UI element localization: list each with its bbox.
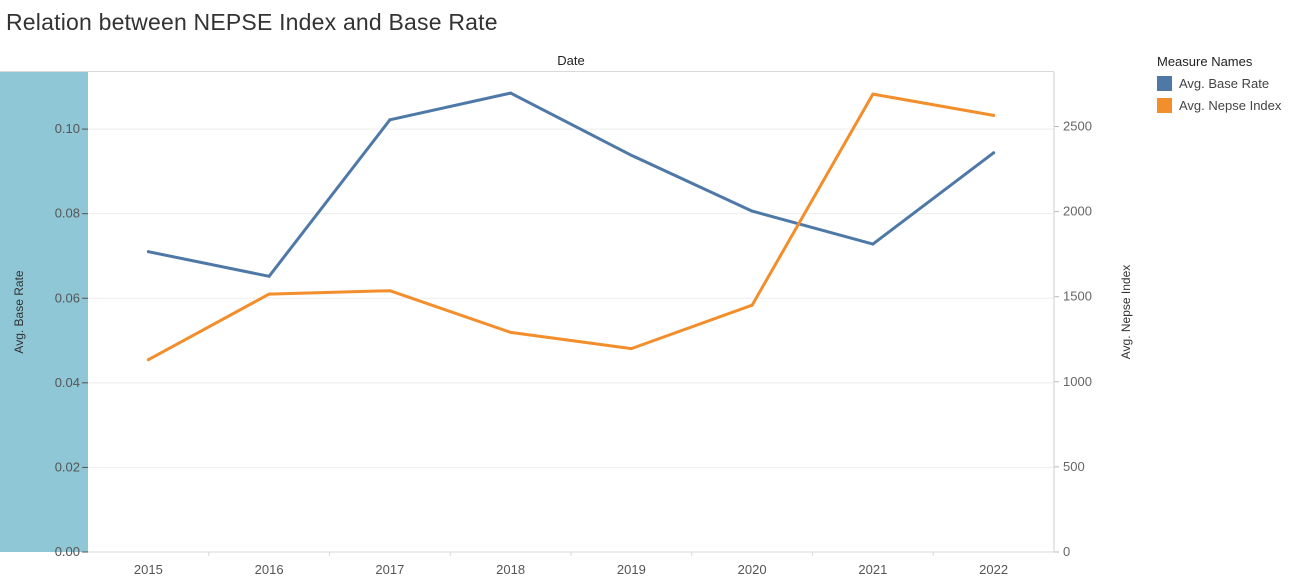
data-point [267,292,271,296]
legend-item-base-rate[interactable]: Avg. Base Rate [1157,72,1281,94]
series-line-nepse-index [146,92,996,362]
x-tick-label: 2022 [979,562,1008,577]
y-right-tick-label: 2500 [1063,118,1092,133]
data-point [992,113,996,117]
legend-label: Avg. Nepse Index [1179,97,1282,113]
x-tick-label: 2019 [617,562,646,577]
data-point [509,330,513,334]
y-left-tick-label: 0.02 [55,459,80,474]
y-axis-band[interactable] [0,72,88,552]
series-line-base-rate [146,91,996,278]
data-point [388,289,392,293]
y-right-tick-label: 1500 [1063,289,1092,304]
y-right-tick-label: 500 [1063,459,1085,474]
data-point [146,250,150,254]
x-tick-label: 2021 [858,562,887,577]
data-point [750,209,754,213]
data-point [871,92,875,96]
y-left-tick-label: 0.06 [55,290,80,305]
legend-label: Avg. Base Rate [1179,75,1270,91]
x-tick-label: 2016 [255,562,284,577]
y-right-tick-label: 2000 [1063,204,1092,219]
y-left-tick-label: 0.08 [55,206,80,221]
y-right-tick-label: 0 [1063,544,1070,559]
data-point [871,242,875,246]
data-point [509,91,513,95]
y-left-tick-label: 0.04 [55,375,80,390]
legend-title: Measure Names [1157,54,1253,69]
data-point [992,151,996,155]
legend-swatch-base-rate [1157,75,1172,91]
x-tick-label: 2015 [134,562,163,577]
data-point [267,274,271,278]
y-left-tick-label: 0.00 [55,544,80,559]
x-tick-label: 2017 [375,562,404,577]
y-left-tick-label: 0.10 [55,121,80,136]
x-tick-label: 2020 [738,562,767,577]
x-axis-header: Date [557,53,585,68]
data-point [146,358,150,362]
legend-swatch-nepse-index [1157,97,1172,113]
legend: Measure Names Avg. Base Rate Avg. Nepse … [1157,54,1281,116]
data-point [750,303,754,307]
y-right-tick-label: 1000 [1063,374,1092,389]
data-point [388,118,392,122]
x-tick-label: 2018 [496,562,525,577]
data-point [629,153,633,157]
legend-item-nepse-index[interactable]: Avg. Nepse Index [1157,94,1281,116]
header-divider [0,71,1054,72]
data-point [629,347,633,351]
chart-title: Relation between NEPSE Index and Base Ra… [6,9,498,35]
